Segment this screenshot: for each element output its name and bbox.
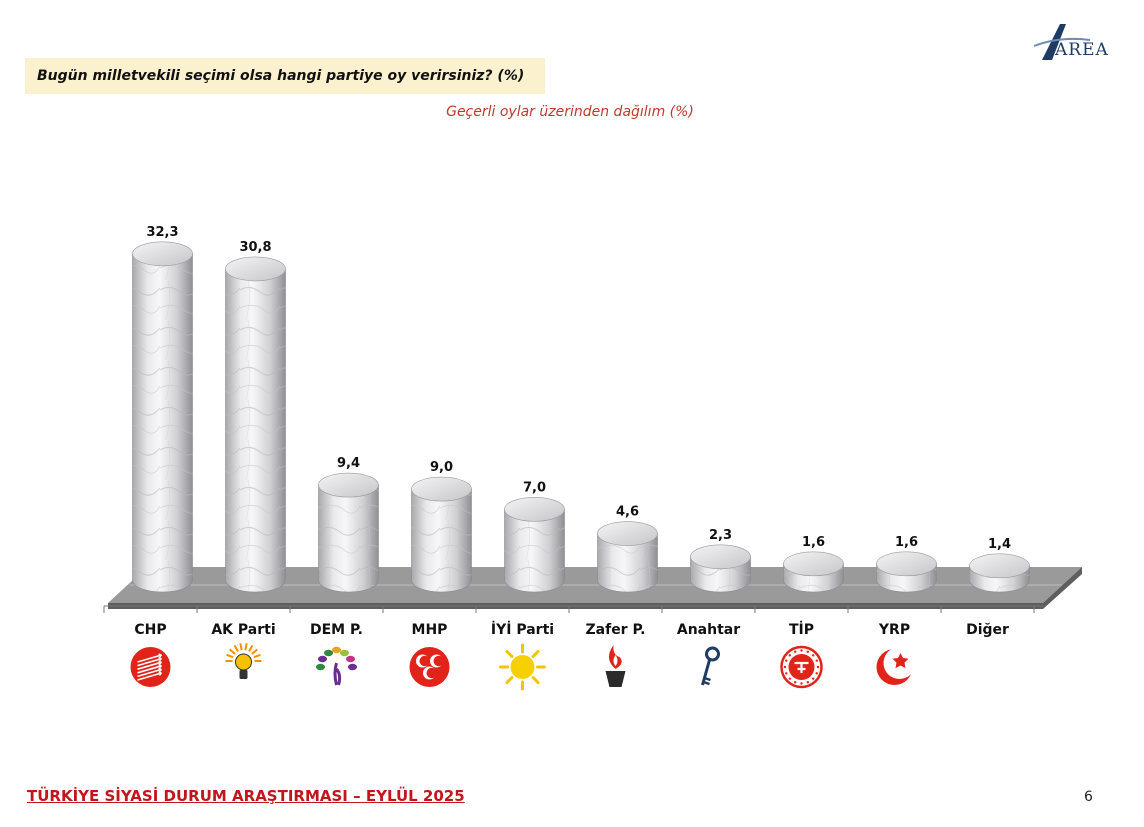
bar-8 (783, 551, 844, 593)
bar-texture (318, 485, 379, 592)
bar-9 (876, 551, 937, 593)
category-label: Diğer (966, 622, 1009, 638)
tip-seal-icon (780, 645, 823, 689)
bar-top (411, 476, 472, 502)
bar-value-label: 9,4 (337, 456, 360, 471)
category-label: İYİ Parti (491, 621, 554, 638)
bar-texture (225, 268, 286, 592)
bar-5 (504, 496, 565, 593)
bar-texture (411, 489, 472, 592)
chp-six-arrows-icon (130, 647, 171, 687)
page-number: 6 (1084, 789, 1093, 805)
bar-value-label: 30,8 (239, 240, 271, 255)
bar-3 (318, 472, 379, 593)
category-label: TİP (789, 621, 814, 638)
bar-value-label: 1,4 (988, 537, 1011, 552)
bar-6 (597, 521, 658, 593)
chart-subtitle: Geçerli oylar üzerinden dağılım (%) (446, 104, 694, 120)
category-label: AK Parti (211, 622, 275, 638)
bar-2 (225, 256, 286, 593)
category-label: CHP (134, 622, 166, 638)
bar-value-label: 1,6 (802, 535, 825, 550)
bar-value-label: 1,6 (895, 535, 918, 550)
bar-top (132, 241, 193, 267)
bar-top (969, 553, 1030, 579)
zafer-torch-icon (605, 645, 626, 687)
chart-floor-edge (108, 567, 1082, 609)
category-label: YRP (878, 622, 910, 638)
bar-value-label: 4,6 (616, 505, 639, 520)
category-label: DEM P. (310, 622, 363, 638)
bar-top (783, 551, 844, 577)
mhp-crescents-icon (409, 647, 450, 687)
category-label: MHP (412, 622, 448, 638)
dem-tree-icon (316, 646, 357, 686)
yrp-crescent-icon (876, 647, 916, 685)
bar-top (504, 496, 565, 522)
question-box: Bugün milletvekili seçimi olsa hangi par… (25, 58, 545, 94)
bar-value-label: 2,3 (709, 528, 732, 543)
bar-top (318, 472, 379, 498)
category-label: Anahtar (677, 622, 740, 638)
category-label: Zafer P. (586, 622, 646, 638)
bar-value-label: 7,0 (523, 480, 546, 495)
bar-value-label: 9,0 (430, 460, 453, 475)
bar-4 (411, 476, 472, 593)
bar-value-label: 32,3 (146, 225, 178, 240)
bar-texture (504, 509, 565, 592)
ak-parti-lightbulb-icon (225, 643, 262, 679)
bar-texture (597, 533, 658, 592)
bar-7 (690, 544, 751, 593)
iyi-parti-sun-icon (499, 643, 546, 691)
footer-title: TÜRKİYE SİYASİ DURUM ARAŞTIRMASI – EYLÜL… (27, 787, 465, 805)
bar-top (876, 551, 937, 577)
anahtar-key-icon (701, 646, 720, 686)
area-logo-icon (1033, 24, 1091, 60)
question-text: Bugün milletvekili seçimi olsa hangi par… (37, 68, 525, 84)
logo-text: AREA (1055, 40, 1109, 60)
bar-top (225, 256, 286, 282)
bar-top (597, 521, 658, 546)
bar-top (690, 544, 751, 570)
bar-1 (132, 241, 193, 593)
bar-10 (969, 553, 1030, 593)
bar-texture (132, 253, 193, 592)
